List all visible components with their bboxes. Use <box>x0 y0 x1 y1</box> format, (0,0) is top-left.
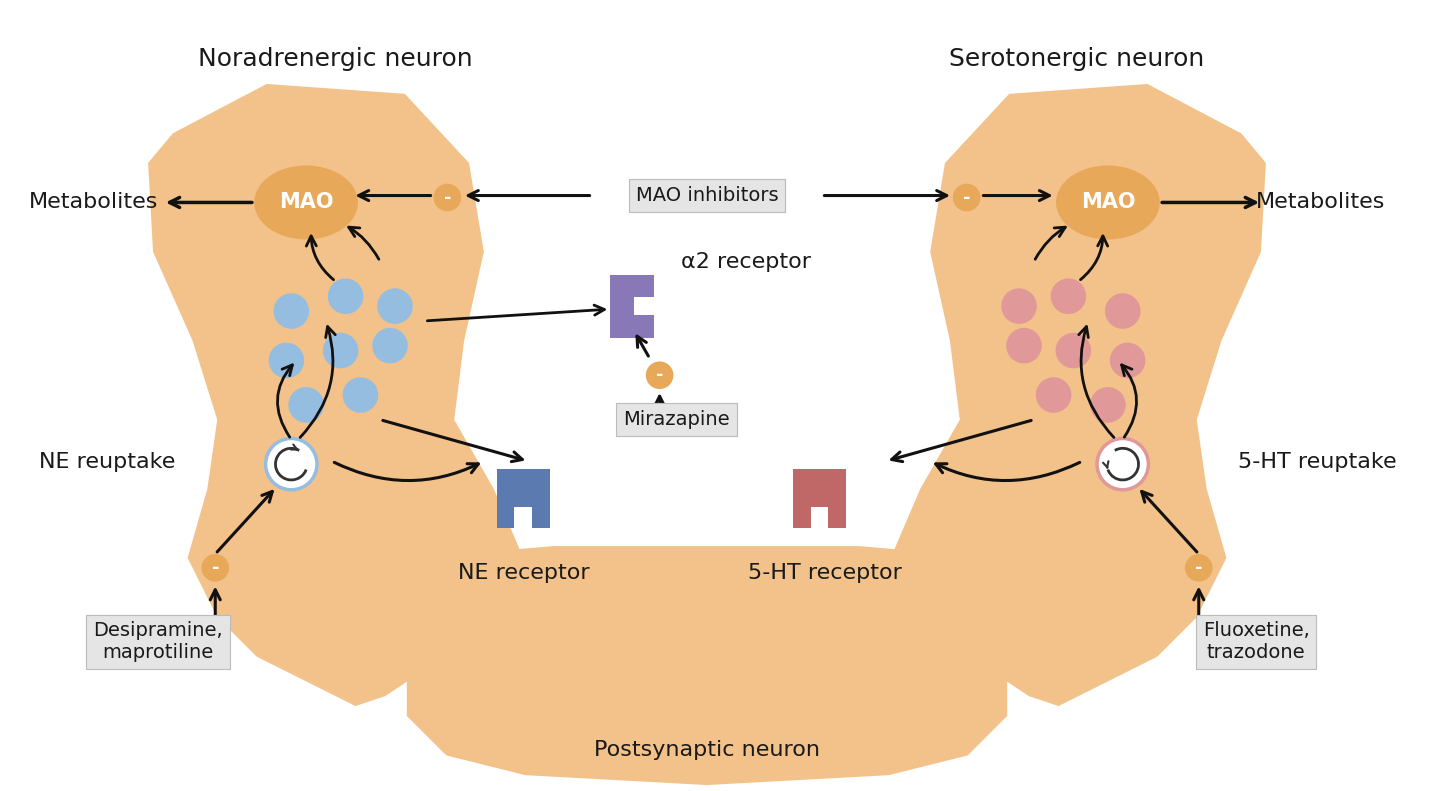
Text: α2 receptor: α2 receptor <box>682 252 812 271</box>
Polygon shape <box>147 84 523 706</box>
Text: -: - <box>656 366 663 384</box>
Circle shape <box>1035 377 1071 413</box>
Circle shape <box>434 184 461 211</box>
Circle shape <box>372 327 408 363</box>
Circle shape <box>288 387 324 422</box>
Circle shape <box>328 278 364 314</box>
Text: NE reuptake: NE reuptake <box>40 452 176 472</box>
Text: Serotonergic neuron: Serotonergic neuron <box>948 47 1204 71</box>
Text: Fluoxetine,
trazodone: Fluoxetine, trazodone <box>1203 622 1309 662</box>
Text: -: - <box>962 188 971 206</box>
Circle shape <box>1106 293 1140 329</box>
Circle shape <box>1001 289 1037 324</box>
Circle shape <box>1097 438 1148 490</box>
Text: NE receptor: NE receptor <box>458 562 589 583</box>
Ellipse shape <box>255 165 358 240</box>
Circle shape <box>1090 387 1126 422</box>
Polygon shape <box>793 469 846 528</box>
Text: Postsynaptic neuron: Postsynaptic neuron <box>594 740 821 760</box>
Circle shape <box>1055 333 1091 369</box>
Text: -: - <box>444 188 451 206</box>
Circle shape <box>269 343 304 378</box>
Text: Desipramine,
maprotiline: Desipramine, maprotiline <box>93 622 223 662</box>
Text: 5-HT reuptake: 5-HT reuptake <box>1239 452 1396 472</box>
Circle shape <box>202 554 229 581</box>
Text: -: - <box>212 558 219 577</box>
Circle shape <box>274 293 309 329</box>
Circle shape <box>342 377 378 413</box>
Polygon shape <box>891 84 1266 706</box>
Polygon shape <box>497 469 550 528</box>
Text: MAO inhibitors: MAO inhibitors <box>636 186 779 205</box>
Circle shape <box>1110 343 1146 378</box>
Text: MAO: MAO <box>279 192 334 213</box>
Polygon shape <box>407 546 1007 785</box>
Ellipse shape <box>1055 165 1160 240</box>
Text: -: - <box>1194 558 1203 577</box>
Circle shape <box>646 361 673 389</box>
Polygon shape <box>610 274 653 338</box>
Circle shape <box>265 438 316 490</box>
Text: Metabolites: Metabolites <box>29 192 159 213</box>
Circle shape <box>322 333 358 369</box>
Circle shape <box>1051 278 1087 314</box>
Circle shape <box>1007 327 1041 363</box>
Text: 5-HT receptor: 5-HT receptor <box>748 562 902 583</box>
Text: Mirazapine: Mirazapine <box>623 411 730 430</box>
Text: Metabolites: Metabolites <box>1256 192 1385 213</box>
Circle shape <box>1184 554 1213 581</box>
Circle shape <box>377 289 412 324</box>
Text: MAO: MAO <box>1081 192 1136 213</box>
Text: Noradrenergic neuron: Noradrenergic neuron <box>199 47 473 71</box>
Circle shape <box>952 184 981 211</box>
